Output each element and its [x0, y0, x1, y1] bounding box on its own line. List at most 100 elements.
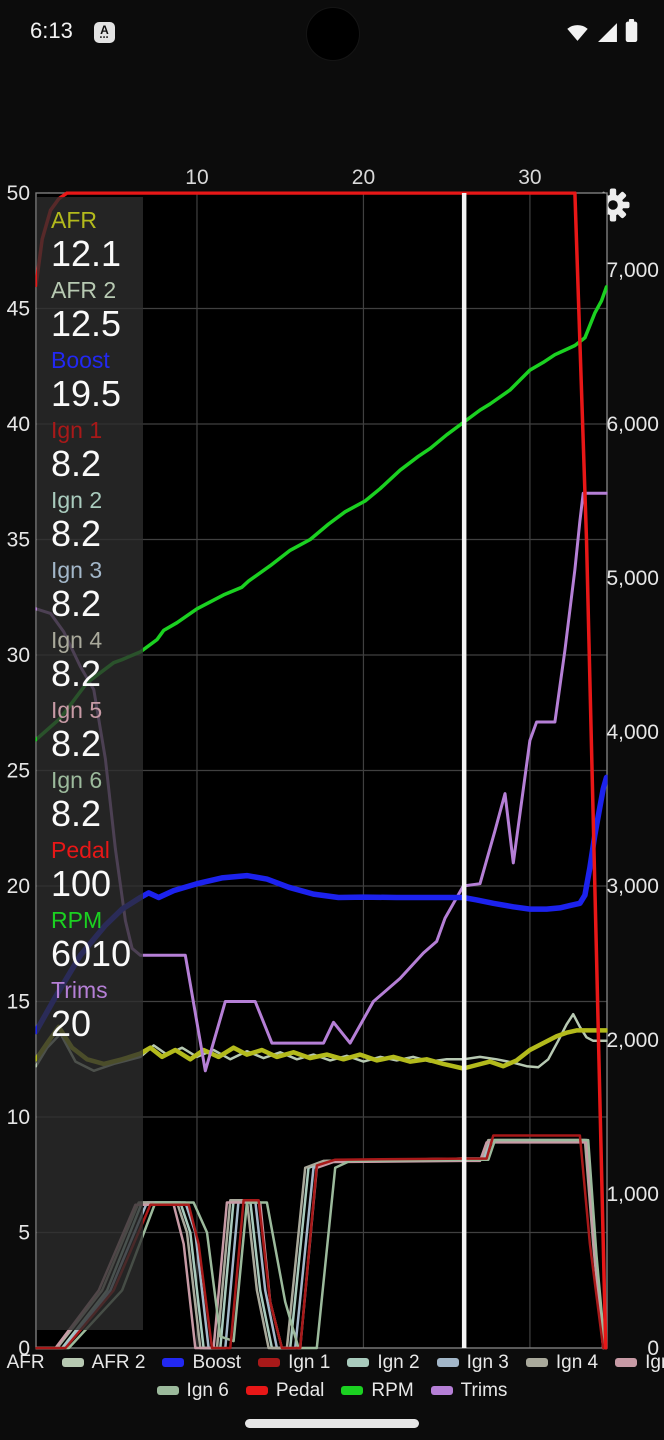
right-tick-label: 2,000	[606, 1029, 659, 1052]
legend-item[interactable]: RPM	[341, 1379, 414, 1402]
readout-value: 8.2	[51, 583, 102, 624]
readout-value: 8.2	[51, 653, 102, 694]
right-tick-label: 6,000	[606, 413, 659, 436]
readout-label: Ign 4	[51, 627, 103, 653]
chart-legend: AFR AFR 2 Boost Ign 1 Ign 2 Ign 3 Ign 4 Ign 5 Ig…	[0, 1350, 664, 1403]
readout-value: 8.2	[51, 513, 102, 554]
notification-dots: •••	[99, 35, 110, 41]
left-tick-label: 35	[7, 529, 30, 552]
camera-cutout	[306, 7, 360, 61]
legend-swatch-icon	[258, 1358, 281, 1367]
left-tick-label: 45	[7, 298, 30, 321]
status-icons	[565, 19, 638, 42]
left-tick-label: 5	[18, 1222, 30, 1245]
left-tick-label: 25	[7, 760, 30, 783]
readout-value: 100	[51, 863, 112, 904]
legend-swatch-icon	[61, 1358, 84, 1367]
legend-swatch-icon	[245, 1386, 268, 1395]
legend-label: Ign 5	[645, 1351, 664, 1373]
left-tick-label: 40	[7, 413, 30, 436]
legend-item[interactable]: Boost	[162, 1352, 241, 1374]
readout-value: 8.2	[51, 793, 102, 834]
home-pill[interactable]	[245, 1419, 419, 1428]
legend-label: Ign 2	[377, 1351, 420, 1373]
legend-item[interactable]: Ign 4	[525, 1351, 599, 1374]
legend-label: Ign 3	[466, 1351, 509, 1373]
legend-swatch-icon	[347, 1358, 370, 1367]
readout-value: 12.5	[51, 303, 122, 344]
readout-label: AFR	[51, 207, 97, 233]
legend-swatch-icon	[436, 1358, 459, 1367]
legend-item[interactable]: Pedal	[245, 1379, 325, 1402]
legend-label: Trims	[460, 1379, 508, 1401]
legend-row: AFR AFR 2 Boost Ign 1 Ign 2 Ign 3 Ign 4 Ign 5	[0, 1350, 664, 1375]
legend-label: Boost	[192, 1351, 242, 1373]
notification-icon: A •••	[94, 22, 115, 43]
x-tick-label: 10	[185, 166, 208, 189]
clock: 6:13	[30, 18, 73, 43]
wifi-icon	[567, 25, 588, 41]
readout-label: Ign 6	[51, 767, 103, 793]
readout-label: Boost	[51, 347, 110, 373]
legend-swatch-icon	[525, 1358, 548, 1367]
legend-label: RPM	[371, 1379, 414, 1401]
x-tick-label: 20	[352, 166, 375, 189]
series-boost	[35, 774, 608, 1035]
readout-value: 8.2	[51, 443, 102, 484]
left-tick-label: 20	[7, 875, 30, 898]
legend-item[interactable]: Ign 5	[615, 1352, 664, 1374]
legend-item[interactable]: Ign 6	[156, 1379, 229, 1402]
legend-item[interactable]: Ign 3	[436, 1351, 509, 1374]
series-ign-1	[35, 1134, 605, 1350]
readout-label: Trims	[51, 977, 108, 1003]
right-tick-label: 7,000	[606, 259, 659, 282]
cursor-readout-panel: AFR 12.1 AFR 2 12.5 Boost 19.5 Ign 1 8.2 Ign 2 8.…	[37, 197, 143, 1330]
cell-signal-icon	[598, 23, 617, 42]
legend-swatch-icon	[615, 1358, 638, 1367]
legend-item[interactable]: Ign 1	[258, 1352, 330, 1374]
readout-value: 6010	[51, 933, 132, 974]
right-tick-label: 3,000	[606, 875, 659, 898]
right-tick-label: 0	[647, 1337, 659, 1360]
readout-value: 19.5	[51, 373, 122, 414]
status-bar: 6:13 A •••	[0, 0, 664, 62]
cursor-line[interactable]	[461, 193, 467, 1348]
readout-label: Ign 1	[51, 417, 103, 443]
left-tick-label: 10	[7, 1106, 30, 1129]
legend-item[interactable]: Trims	[430, 1379, 508, 1402]
right-tick-label: 4,000	[606, 721, 659, 744]
series-ign-6	[35, 1138, 607, 1350]
left-tick-label: 30	[7, 644, 30, 667]
readout-value: 12.1	[51, 233, 122, 274]
legend-item[interactable]: Ign 2	[347, 1351, 420, 1374]
legend-label: Ign 4	[555, 1351, 599, 1373]
right-tick-label: 5,000	[606, 567, 659, 590]
battery-icon	[625, 19, 638, 42]
legend-label: AFR 2	[91, 1351, 146, 1373]
right-tick-label: 1,000	[606, 1183, 659, 1206]
legend-swatch-icon	[156, 1386, 179, 1395]
readout-value: 20	[51, 1003, 92, 1044]
legend-item[interactable]: AFR	[0, 1352, 45, 1374]
readout-label: Ign 2	[51, 487, 103, 513]
readout-label: Ign 5	[51, 697, 103, 723]
readout-label: Pedal	[51, 837, 110, 863]
readout-label: RPM	[51, 907, 103, 933]
legend-item[interactable]: AFR 2	[61, 1351, 146, 1374]
legend-label: Ign 6	[186, 1379, 229, 1401]
legend-swatch-icon	[341, 1386, 364, 1395]
legend-swatch-icon	[162, 1358, 185, 1367]
notification-letter: A	[100, 23, 109, 37]
left-tick-label: 15	[7, 991, 30, 1014]
readout-value: 8.2	[51, 723, 102, 764]
legend-label: Pedal	[275, 1379, 325, 1401]
legend-swatch-icon	[430, 1386, 453, 1395]
left-tick-label: 0	[18, 1337, 30, 1360]
x-tick-label: 30	[518, 166, 541, 189]
legend-row: Ign 6 Pedal RPM Trims	[156, 1378, 508, 1403]
series-rpm	[35, 285, 608, 742]
readout-label: Ign 3	[51, 557, 103, 583]
legend-label: Ign 1	[288, 1351, 331, 1373]
readout-label: AFR 2	[51, 277, 117, 303]
